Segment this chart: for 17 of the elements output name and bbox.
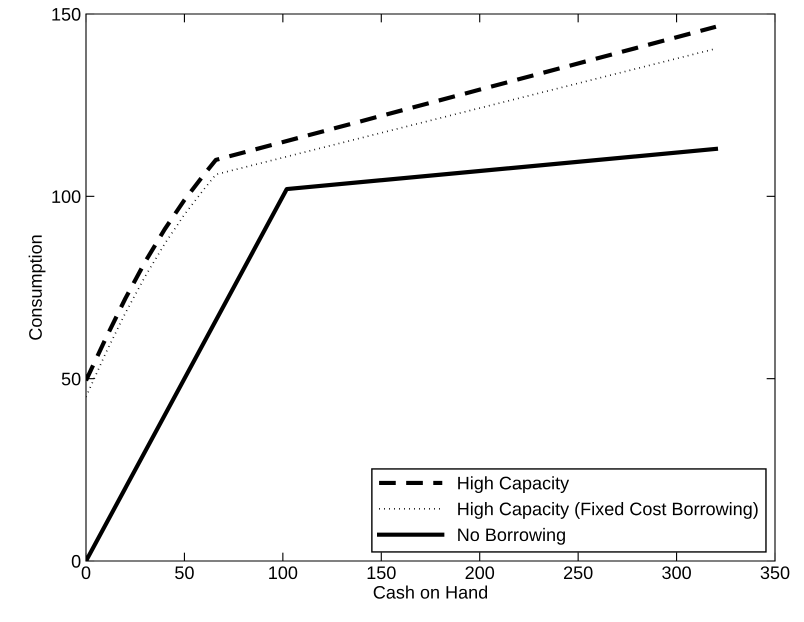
x-axis-title: Cash on Hand: [374, 585, 488, 599]
x-tick-label: 250: [564, 566, 592, 580]
legend-label: High Capacity (Fixed Cost Borrowing): [458, 502, 758, 519]
x-tick-label: 50: [175, 566, 194, 580]
x-tick-label: 300: [662, 566, 691, 580]
y-tick-label: 0: [72, 554, 80, 568]
x-tick-label: 0: [82, 566, 90, 580]
x-tick-label: 100: [269, 566, 298, 580]
legend-label: High Capacity: [458, 476, 570, 494]
x-tick-label: 200: [466, 566, 494, 580]
y-tick-label: 100: [52, 190, 80, 204]
legend-label: No Borrowing: [458, 528, 565, 545]
y-tick-label: 50: [62, 372, 80, 386]
y-axis-title: Consumption: [28, 235, 46, 340]
x-tick-label: 350: [760, 566, 790, 580]
x-tick-label: 150: [368, 566, 396, 580]
y-tick-label: 150: [52, 8, 80, 21]
